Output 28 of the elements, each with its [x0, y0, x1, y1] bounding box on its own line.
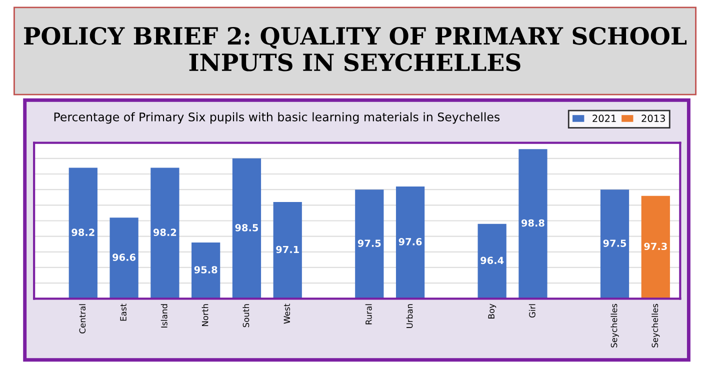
data-label: 98.2 [153, 228, 176, 236]
x-tick-label: South [242, 304, 250, 328]
legend-label: 2013 [642, 114, 665, 122]
data-label: 97.5 [358, 240, 381, 247]
data-label: 95.8 [194, 266, 218, 274]
x-tick-label: North [202, 304, 208, 326]
data-label: 98.8 [521, 219, 544, 227]
legend-label: 2021 [592, 114, 616, 122]
x-tick-label: Seychelles [652, 304, 660, 348]
data-label: 98.2 [72, 228, 94, 236]
x-tick-label: Boy [488, 304, 496, 318]
data-label: 96.6 [112, 254, 136, 261]
x-tick-label: Girl [528, 304, 536, 318]
data-label: 97.1 [276, 246, 299, 254]
data-label: 97.6 [398, 238, 422, 246]
x-tick-label: Seychelles [610, 304, 619, 348]
x-tick-label: West [284, 304, 290, 324]
x-tick-label: Rural [365, 304, 372, 324]
chart-title: POLICY BRIEF 2: QUALITY OF PRIMARY SCHOOL INPUTS IN SEYCHELLES [24, 26, 687, 72]
chart-subtitle: Percentage of Primary Six pupils with basic learning materials in Seychelles [54, 112, 500, 124]
data-label: 98.5 [235, 224, 258, 232]
x-tick-label: Central [79, 304, 86, 334]
x-tick-label: Island [160, 304, 168, 328]
data-label: 97.3 [644, 242, 667, 250]
data-label: 96.4 [480, 256, 504, 264]
x-tick-label: East [120, 304, 126, 321]
data-label: 97.5 [603, 240, 626, 247]
x-tick-label: Urban [406, 304, 413, 328]
